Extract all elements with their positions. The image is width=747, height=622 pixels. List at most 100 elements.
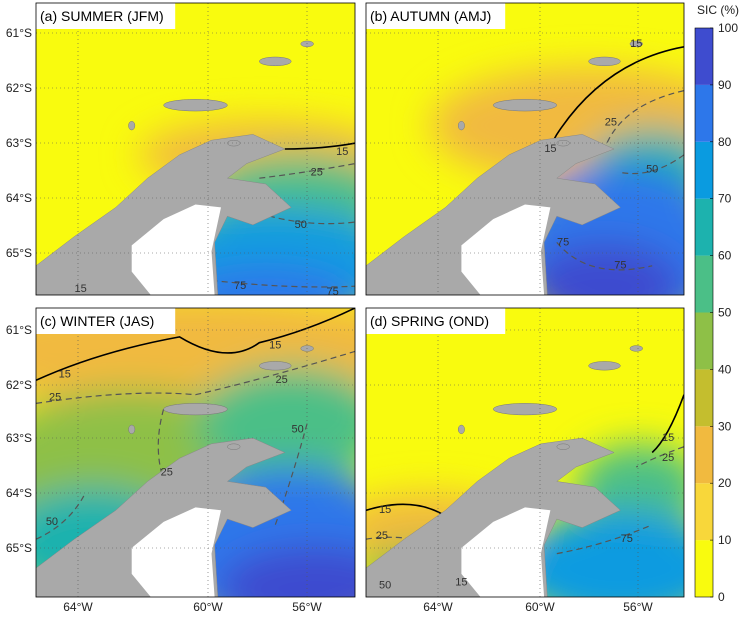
title-box (36, 308, 176, 334)
lat-label: 63°S (6, 136, 32, 150)
lat-label: 62°S (6, 378, 32, 392)
colorbar-tick-label: 90 (718, 78, 732, 92)
ice-shelf (131, 204, 221, 295)
contour-label: 15 (59, 368, 71, 380)
contour-line (636, 446, 684, 468)
island (492, 403, 558, 416)
island (163, 99, 228, 112)
island (629, 40, 643, 48)
lat-label: 65°S (6, 541, 32, 555)
contour-line (211, 279, 355, 288)
lat-label: 61°S (6, 323, 32, 337)
colorbar-segment (695, 540, 713, 597)
colorbar-tick-label: 40 (718, 362, 732, 376)
ice-shelf (131, 507, 221, 597)
panel-title: (a) SUMMER (JFM) (40, 8, 164, 24)
lat-label: 63°S (6, 431, 32, 445)
colorbar-segment (695, 255, 713, 313)
contour-label: 75 (557, 236, 569, 248)
island (227, 443, 241, 450)
contour-line (366, 503, 446, 517)
contour-label: 50 (379, 579, 391, 591)
map-panel: 1515152525255050(c) WINTER (JAS)61°S62°S… (6, 307, 356, 614)
land (36, 134, 292, 295)
colorbar-segment (695, 483, 713, 541)
island (259, 361, 292, 371)
map-panel: 15 15 25 50 75 75 (b) AUTUMN (AMJ) (365, 2, 685, 296)
colorbar-segment (695, 198, 713, 256)
contour-label: 15 (336, 146, 348, 158)
contour-line (284, 142, 355, 150)
colorbar-tick-label: 50 (718, 306, 732, 320)
lat-label: 65°S (6, 246, 32, 260)
colorbar-tick-label: 100 (718, 21, 738, 35)
map-panel: 15 25 50 75 75 15 (a) SUMMER (JFM) 61°S 62°S 63°S… (6, 2, 356, 298)
island (629, 345, 643, 352)
lon-label: 64°W (63, 600, 93, 614)
contour-label: 15 (269, 339, 281, 351)
contour-line (556, 524, 653, 555)
lon-label: 60°W (525, 600, 555, 614)
contour-label: 15 (379, 504, 391, 516)
contour-line (36, 350, 355, 404)
contour-line (36, 308, 355, 382)
map-panel: 15 25 15 25 50 15 75 (d) SPRING (OND) 64°W 60°W 56… (365, 307, 685, 614)
contour-line (603, 90, 684, 150)
island (556, 443, 570, 450)
lon-label: 56°W (292, 600, 322, 614)
panel-content: 15 15 25 50 75 75 (366, 3, 684, 295)
contour-label: 50 (46, 516, 58, 528)
contour-line (556, 242, 653, 271)
contour-label: 75 (614, 260, 626, 272)
contour-label: 15 (662, 432, 674, 444)
contour-line (36, 495, 85, 540)
lat-label: 64°S (6, 486, 32, 500)
island (588, 361, 621, 371)
sic-field (429, 67, 684, 295)
lat-label: 62°S (6, 81, 32, 95)
contour-label: 50 (291, 423, 303, 435)
contour-label: 25 (662, 452, 674, 464)
land (366, 134, 621, 295)
island (227, 139, 241, 147)
island (259, 56, 292, 67)
contour-label: 25 (49, 391, 61, 403)
panel-title: (c) WINTER (JAS) (40, 313, 154, 329)
title-box (366, 3, 506, 29)
island (128, 424, 136, 434)
panel-content: 15 25 50 75 75 15 (36, 3, 355, 298)
sic-region (509, 510, 684, 597)
panel-title: (b) AUTUMN (AMJ) (370, 8, 491, 24)
lon-label: 56°W (623, 600, 653, 614)
contour-label: 50 (646, 163, 658, 175)
contour-label: 50 (295, 219, 307, 231)
contour-label: 25 (376, 530, 388, 542)
colorbar-tick-label: 80 (718, 135, 732, 149)
island (128, 121, 136, 131)
lat-label: 61°S (6, 26, 32, 40)
panel-frame (35, 2, 356, 296)
island (588, 56, 621, 67)
island (492, 99, 558, 112)
panel-content: 1515152525255050 (36, 308, 355, 597)
contour-label: 75 (234, 280, 246, 292)
contour-label: 15 (455, 576, 467, 588)
colorbar-label: SIC (%) (697, 3, 739, 17)
colorbar-segment (695, 369, 713, 427)
ice-shelf (461, 204, 551, 295)
colorbar-tick-label: 70 (718, 192, 732, 206)
contour-label: 25 (605, 117, 617, 129)
panel-frame (35, 307, 356, 598)
land (366, 437, 621, 597)
colorbar-segment (695, 141, 713, 199)
contour-label: 75 (327, 286, 339, 298)
island (457, 121, 465, 131)
land (36, 437, 292, 597)
colorbar: 0 10 20 30 40 50 60 70 80 90 100 SIC (%) (694, 3, 739, 604)
island (457, 424, 465, 434)
ice-shelf (461, 507, 551, 597)
panel-frame (365, 2, 685, 296)
contour-line (620, 154, 684, 175)
title-box (36, 3, 176, 29)
